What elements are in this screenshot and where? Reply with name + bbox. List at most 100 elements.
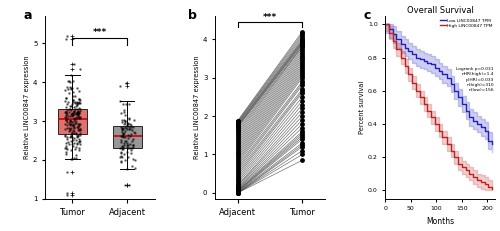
Low LINC00847 TPM [402, 46, 407, 49]
Point [118, 127, 126, 130]
Point [76, 109, 84, 113]
Point [68, 134, 76, 138]
Point [72, 153, 80, 157]
Point [234, 119, 241, 122]
High LINC00847 TPM [478, 181, 484, 183]
Point [298, 82, 306, 85]
Point [66, 119, 74, 122]
Point [125, 102, 133, 106]
Point [70, 112, 78, 116]
Point [63, 117, 71, 121]
High LINC00847 TPM [413, 89, 419, 92]
Point [67, 113, 75, 116]
Point [298, 76, 306, 79]
High LINC00847 TPM [463, 169, 469, 172]
Point [73, 142, 81, 146]
Point [234, 185, 241, 189]
Point [74, 109, 82, 112]
Line: Low LINC00847 TPM: Low LINC00847 TPM [385, 24, 492, 144]
Point [76, 139, 84, 142]
High LINC00847 TPM [420, 103, 426, 106]
Y-axis label: Relative LINC00847 expression: Relative LINC00847 expression [24, 56, 30, 159]
Legend: Low LINC00847 TPM, High LINC00847 TPM: Low LINC00847 TPM, High LINC00847 TPM [440, 18, 493, 28]
Point [298, 131, 306, 135]
Point [127, 133, 135, 136]
Point [126, 142, 134, 146]
Point [125, 117, 133, 121]
Point [122, 139, 130, 143]
Low LINC00847 TPM [417, 58, 423, 61]
Point [118, 121, 126, 124]
Point [116, 134, 124, 138]
Point [74, 122, 82, 126]
Point [74, 134, 82, 137]
Point [70, 101, 78, 104]
Point [234, 191, 241, 195]
Point [298, 91, 306, 95]
Point [76, 107, 84, 111]
High LINC00847 TPM [382, 23, 388, 26]
Point [298, 87, 306, 91]
Point [298, 49, 306, 53]
Point [234, 122, 241, 126]
Point [63, 135, 71, 139]
Point [66, 85, 74, 89]
Point [68, 135, 76, 139]
Point [62, 146, 70, 150]
Point [68, 112, 76, 116]
Point [122, 81, 130, 85]
Point [234, 153, 241, 156]
Point [298, 83, 306, 87]
Point [76, 122, 84, 126]
Point [234, 123, 241, 126]
Point [298, 72, 306, 76]
Point [130, 157, 138, 161]
Point [73, 103, 81, 106]
Point [126, 127, 134, 131]
Point [65, 126, 73, 129]
Point [76, 124, 84, 128]
Point [70, 105, 78, 109]
Point [68, 119, 76, 122]
Low LINC00847 TPM [463, 109, 469, 112]
Point [70, 109, 78, 113]
Point [120, 121, 128, 125]
Low LINC00847 TPM [444, 76, 450, 79]
Point [74, 114, 82, 117]
High LINC00847 TPM [482, 182, 488, 185]
Point [126, 122, 134, 126]
Low LINC00847 TPM [466, 116, 472, 119]
Point [121, 158, 129, 161]
Point [120, 118, 128, 122]
Point [118, 154, 126, 158]
Point [68, 122, 76, 125]
Point [74, 141, 82, 145]
Point [122, 129, 130, 133]
Point [74, 110, 82, 114]
Point [234, 160, 241, 164]
PathPatch shape [58, 109, 86, 134]
Point [62, 110, 70, 114]
Point [65, 122, 73, 125]
Point [122, 135, 130, 138]
Point [62, 112, 70, 116]
Point [67, 73, 75, 77]
Point [118, 138, 126, 142]
Point [127, 125, 135, 129]
Point [62, 96, 70, 100]
Point [234, 191, 241, 195]
Point [61, 127, 69, 131]
Text: b: b [188, 9, 196, 22]
Point [74, 125, 82, 129]
Point [76, 127, 84, 131]
Point [128, 139, 136, 142]
Point [298, 89, 306, 93]
Point [70, 141, 78, 145]
Point [74, 111, 82, 115]
Point [130, 119, 138, 122]
Point [62, 144, 70, 148]
Point [118, 128, 126, 131]
Point [64, 87, 72, 91]
Point [298, 42, 306, 46]
Low LINC00847 TPM [394, 38, 400, 41]
